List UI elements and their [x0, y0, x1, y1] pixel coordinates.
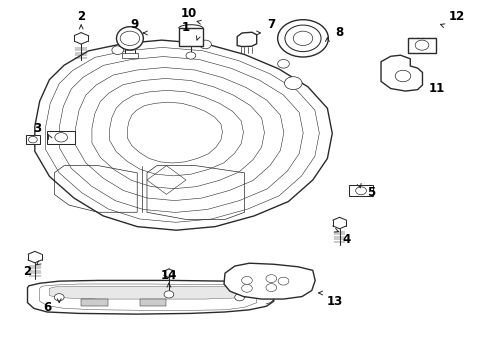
Polygon shape	[380, 55, 422, 91]
FancyBboxPatch shape	[178, 28, 203, 45]
Ellipse shape	[116, 27, 143, 50]
Circle shape	[199, 40, 211, 49]
Text: 14: 14	[161, 269, 177, 282]
Circle shape	[241, 284, 252, 292]
Circle shape	[185, 52, 195, 59]
Circle shape	[112, 46, 123, 54]
Text: 12: 12	[447, 10, 464, 23]
Text: 13: 13	[326, 296, 342, 309]
FancyBboxPatch shape	[26, 135, 40, 144]
Circle shape	[265, 275, 276, 283]
Circle shape	[54, 294, 64, 301]
Text: 5: 5	[366, 186, 375, 199]
Polygon shape	[224, 263, 315, 299]
Circle shape	[234, 294, 244, 301]
Text: 8: 8	[335, 27, 343, 40]
Text: 9: 9	[130, 18, 139, 31]
Circle shape	[278, 277, 288, 285]
Circle shape	[265, 284, 276, 292]
Text: 10: 10	[180, 7, 196, 20]
Circle shape	[285, 25, 321, 51]
Text: 4: 4	[342, 233, 350, 246]
FancyBboxPatch shape	[81, 299, 108, 306]
Text: 3: 3	[33, 122, 41, 135]
Text: 2: 2	[77, 10, 85, 23]
Text: 2: 2	[23, 265, 32, 278]
FancyBboxPatch shape	[407, 38, 435, 53]
Circle shape	[241, 276, 252, 284]
FancyBboxPatch shape	[348, 185, 372, 196]
Text: 6: 6	[43, 301, 51, 314]
Circle shape	[284, 77, 302, 90]
Circle shape	[414, 40, 428, 50]
FancyBboxPatch shape	[122, 53, 138, 58]
FancyBboxPatch shape	[47, 131, 75, 144]
Circle shape	[277, 20, 328, 57]
Polygon shape	[237, 32, 256, 46]
Circle shape	[277, 59, 289, 68]
Circle shape	[394, 70, 410, 82]
Circle shape	[163, 291, 173, 298]
Circle shape	[355, 187, 366, 195]
Text: 7: 7	[267, 18, 275, 31]
Text: 11: 11	[428, 82, 444, 95]
Polygon shape	[27, 280, 273, 314]
Polygon shape	[49, 286, 249, 299]
Circle shape	[293, 31, 312, 45]
FancyBboxPatch shape	[140, 299, 166, 306]
Text: 1: 1	[182, 21, 190, 34]
